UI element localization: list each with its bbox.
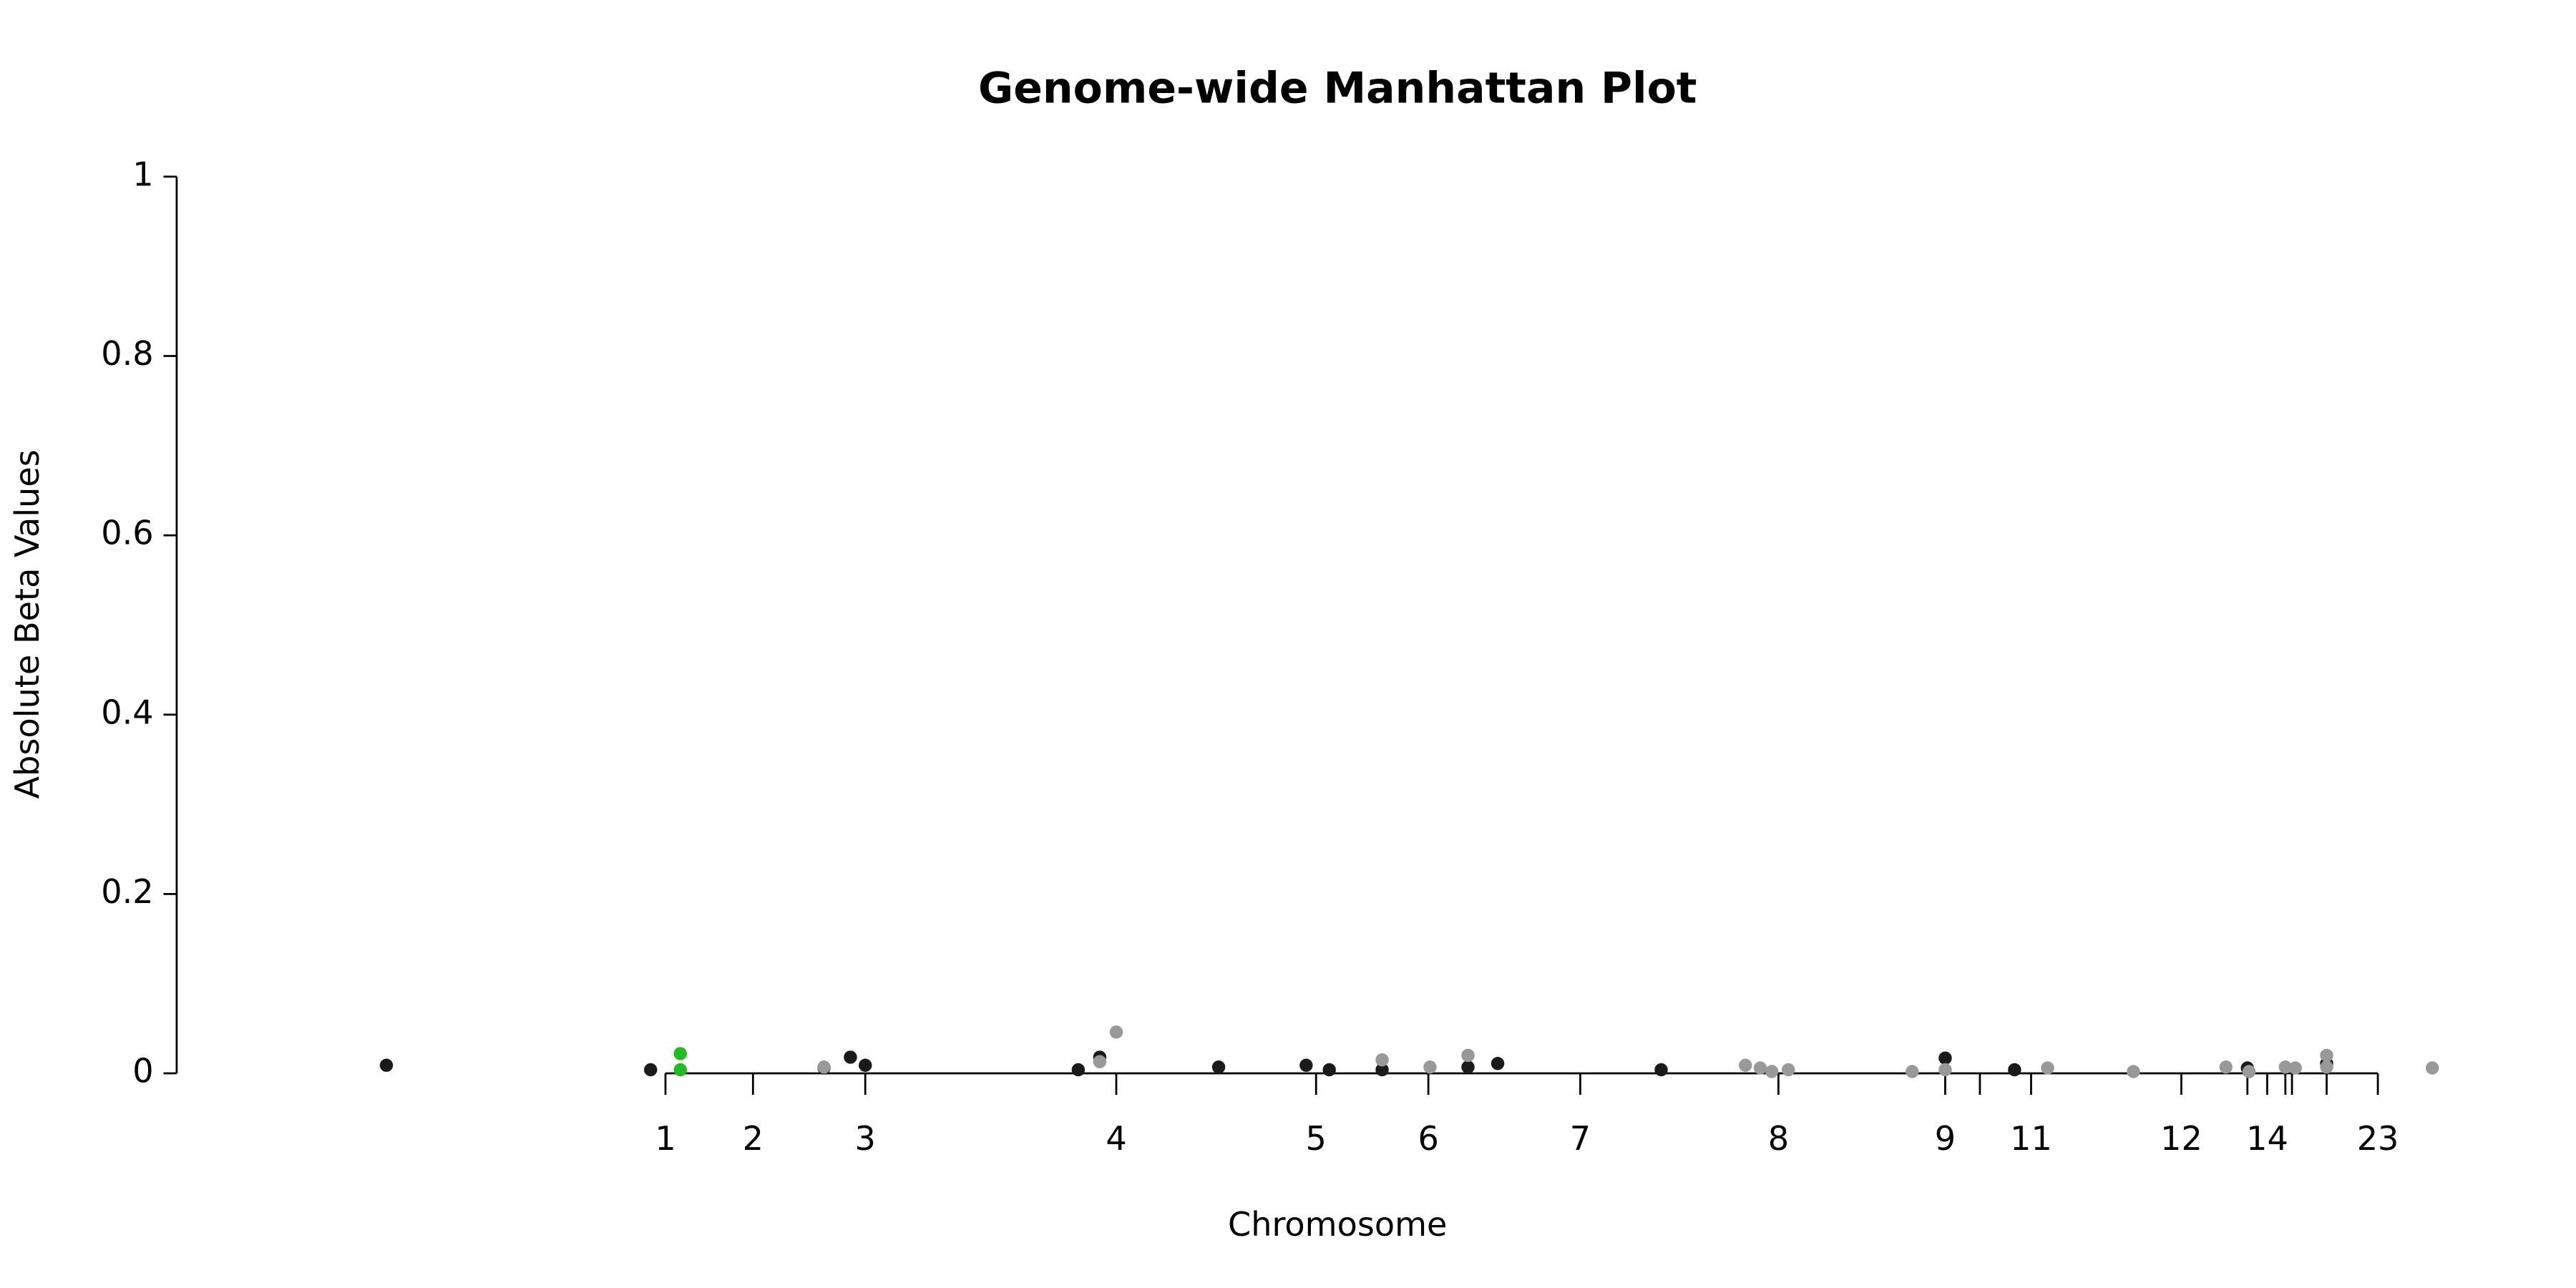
point (2219, 1060, 2233, 1074)
point (844, 1050, 857, 1064)
x-tick-label: 23 (2357, 1119, 2399, 1158)
x-tick-label: 8 (1768, 1119, 1789, 1158)
point (1375, 1063, 1389, 1077)
point (2278, 1060, 2293, 1074)
point (2288, 1061, 2302, 1075)
point (673, 1063, 687, 1077)
y-tick-label: 0.4 (101, 693, 153, 731)
x-tick-label: 1 (655, 1119, 675, 1158)
point (1299, 1058, 1313, 1072)
y-tick-label: 0.6 (101, 514, 153, 552)
point (1906, 1065, 1919, 1078)
chart-title: Genome-wide Manhattan Plot (978, 64, 1697, 114)
point (1109, 1025, 1123, 1039)
point (379, 1058, 394, 1072)
point (859, 1058, 872, 1072)
x-tick-label: 12 (2160, 1119, 2202, 1158)
point (2242, 1065, 2256, 1078)
point (2320, 1060, 2333, 1074)
point (2320, 1048, 2333, 1063)
x-tick-label: 3 (855, 1119, 876, 1158)
point (673, 1047, 687, 1060)
point (1654, 1063, 1668, 1077)
point (1753, 1061, 1767, 1075)
point (1322, 1063, 1336, 1077)
y-tick-label: 0 (132, 1052, 153, 1091)
point (1938, 1051, 1952, 1065)
point (1423, 1060, 1437, 1074)
point (1461, 1060, 1475, 1074)
point (2426, 1061, 2439, 1075)
point (1211, 1060, 1226, 1074)
point (1375, 1053, 1389, 1067)
y-tick-label: 1 (132, 155, 153, 193)
point (1461, 1048, 1475, 1063)
point (1491, 1056, 1505, 1070)
point (2008, 1063, 2021, 1077)
x-tick-label: 7 (1570, 1119, 1591, 1158)
y-tick-label: 0.8 (101, 334, 153, 373)
x-tick-label: 14 (2246, 1119, 2288, 1158)
point (1765, 1065, 1779, 1078)
point (1071, 1063, 1085, 1077)
x-tick-label: 2 (743, 1119, 763, 1158)
point (1739, 1058, 1752, 1072)
x-tick-label: 6 (1418, 1119, 1438, 1158)
point (1093, 1055, 1107, 1068)
x-tick-label: 5 (1306, 1119, 1327, 1158)
point (644, 1063, 658, 1077)
point (1938, 1063, 1952, 1077)
y-axis-label: Absolute Beta Values (8, 449, 47, 799)
point (2127, 1065, 2140, 1078)
point (1782, 1063, 1795, 1077)
x-tick-label: 11 (2010, 1119, 2052, 1158)
x-tick-label: 9 (1935, 1119, 1956, 1158)
x-axis-label: Chromosome (1228, 1205, 1447, 1244)
point (2041, 1061, 2054, 1075)
x-tick-label: 4 (1106, 1119, 1126, 1158)
y-tick-label: 0.2 (101, 872, 153, 911)
point (817, 1060, 831, 1074)
